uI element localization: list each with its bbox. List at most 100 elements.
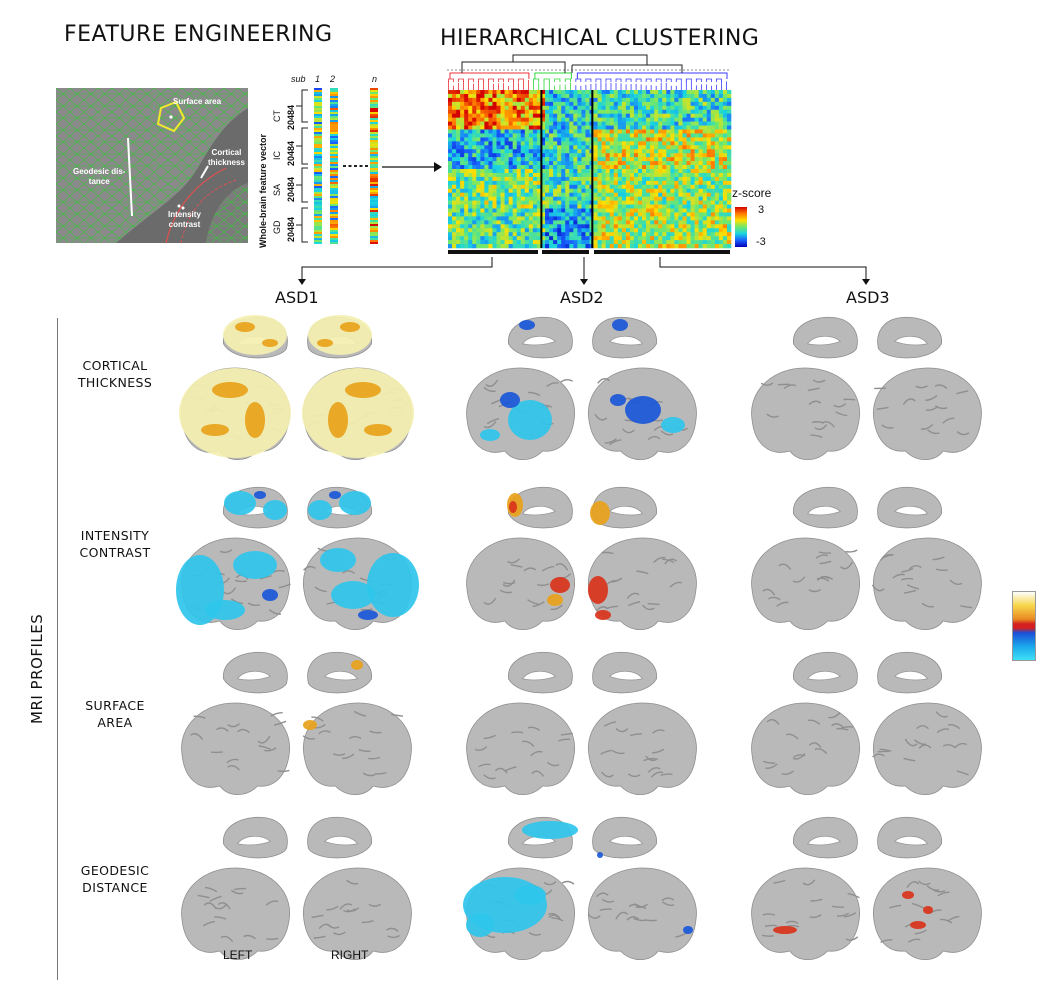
heatmap-cell	[638, 169, 643, 174]
heatmap-cell	[613, 90, 619, 95]
heatmap-cell	[508, 157, 513, 162]
heatmap-cell	[472, 192, 477, 197]
heatmap-cell	[484, 236, 489, 241]
heatmap-cell	[520, 180, 526, 186]
heatmap-cell	[662, 180, 667, 186]
heatmap-cell	[532, 220, 538, 225]
heatmap-cell	[714, 228, 720, 233]
brain-sulcus	[889, 904, 902, 909]
heatmap-cell	[512, 105, 518, 111]
heatmap-cell	[520, 161, 526, 166]
feature-vector-cell	[330, 222, 338, 224]
brain-sulcus	[507, 558, 520, 564]
heatmap-cell	[702, 137, 708, 142]
heatmap-cell	[702, 169, 708, 174]
feature-vector-cell	[314, 180, 322, 182]
brain-sulcus	[880, 939, 893, 943]
heatmap-cell	[621, 90, 627, 95]
heatmap-cell	[512, 97, 518, 103]
heatmap-cell	[549, 176, 554, 182]
heatmap-cell	[654, 93, 659, 99]
heatmap-cell	[512, 161, 518, 166]
heatmap-cell	[565, 109, 570, 114]
feature-vector-cell	[330, 104, 338, 106]
brain-sulcus	[527, 726, 541, 731]
heatmap-cell	[621, 149, 627, 154]
heatmap-cell	[654, 161, 659, 166]
heatmap-cell	[670, 192, 675, 197]
heatmap-cell	[593, 105, 598, 111]
heatmap-cell	[722, 216, 728, 221]
heatmap-cell	[621, 244, 627, 249]
heatmap-cell	[702, 184, 708, 190]
heatmap-cell	[694, 133, 699, 138]
heatmap-cell	[722, 125, 728, 130]
heatmap-cell	[569, 212, 574, 217]
brain-sulcus	[763, 760, 776, 764]
heatmap-cell	[658, 200, 663, 205]
heatmap-cell	[488, 188, 493, 193]
heatmap-cell	[646, 232, 651, 237]
heatmap-cell	[662, 192, 667, 197]
brain-sulcus	[311, 914, 324, 919]
feature-vector-cell	[370, 122, 378, 124]
feature-vector-cell	[314, 150, 322, 152]
heatmap-cell	[722, 129, 728, 134]
heatmap-cell	[468, 232, 473, 237]
heatmap-cell	[549, 208, 554, 213]
brain-sulcus	[214, 916, 227, 920]
feature-vector-cell	[370, 98, 378, 100]
heatmap-cell	[581, 200, 586, 205]
heatmap-cell	[633, 212, 639, 217]
brain-sulcus	[332, 753, 346, 756]
heatmap-cell	[516, 93, 522, 99]
heatmap-cell	[625, 200, 631, 205]
heatmap-cell	[617, 220, 623, 225]
heatmap-cell	[654, 196, 659, 201]
heatmap-cell	[520, 157, 526, 162]
brain-surface	[751, 702, 860, 796]
heatmap-cell	[452, 200, 457, 205]
heatmap-cell	[601, 137, 606, 142]
heatmap-cell	[569, 133, 574, 138]
heatmap-cell	[496, 244, 501, 249]
heatmap-cell	[573, 125, 578, 130]
brain-sulcus	[537, 583, 550, 587]
heatmap-cell	[666, 244, 671, 249]
heatmap-cell	[500, 208, 505, 213]
heatmap-cell	[508, 161, 513, 166]
brain-sulcus	[645, 755, 659, 762]
heatmap-cell	[714, 196, 720, 201]
heatmap-cell	[726, 121, 732, 126]
heatmap-cell	[508, 236, 513, 241]
heatmap-cell	[601, 165, 606, 170]
heatmap-cell	[642, 137, 647, 142]
heatmap-cell	[690, 240, 695, 245]
heatmap-cell	[682, 105, 687, 111]
heatmap-cell	[698, 109, 703, 114]
heatmap-cell	[460, 232, 465, 237]
heatmap-cell	[468, 149, 473, 154]
heatmap-cell	[456, 232, 461, 237]
heatmap-cell	[464, 216, 469, 221]
heatmap-cell	[561, 212, 566, 217]
heatmap-cell	[706, 228, 712, 233]
heatmap-cell	[694, 184, 699, 190]
row-label-cortical-thickness: CORTICAL THICKNESS	[77, 358, 153, 390]
heatmap-cell	[714, 97, 720, 103]
feature-vector-cell	[370, 158, 378, 160]
dendrogram-branch	[695, 78, 702, 82]
heatmap-cell	[581, 129, 586, 134]
heatmap-cell	[714, 204, 720, 209]
heatmap-cell	[581, 216, 586, 221]
heatmap-cell	[682, 176, 687, 182]
heatmap-cell	[710, 165, 716, 170]
heatmap-cell	[577, 161, 582, 166]
effect-region	[773, 926, 797, 934]
heatmap-cell	[528, 196, 534, 201]
heatmap-cell	[549, 236, 554, 241]
heatmap-cell	[670, 204, 675, 209]
feature-vector-cell	[314, 148, 322, 150]
heatmap-cell	[670, 137, 675, 142]
heatmap-cell	[565, 153, 570, 158]
